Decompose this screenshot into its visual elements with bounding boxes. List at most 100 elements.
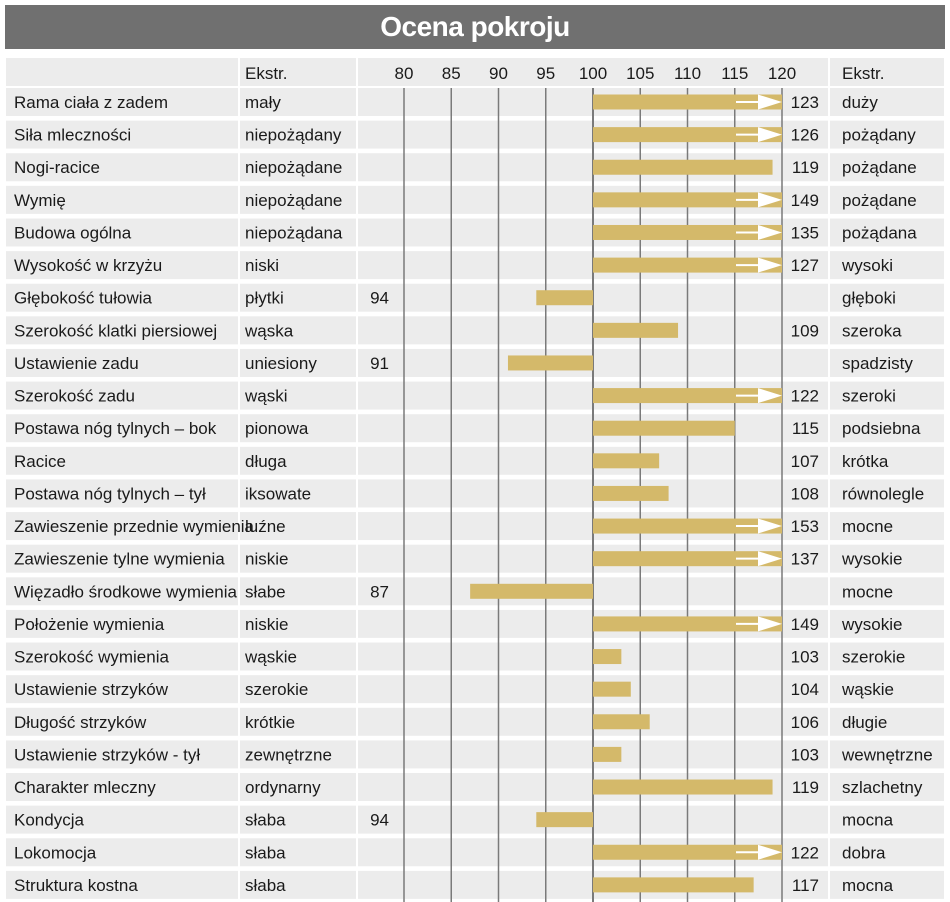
row-cell	[240, 577, 356, 606]
high-extreme-label: wewnętrzne	[841, 745, 933, 764]
bar	[536, 290, 593, 306]
row-cell	[830, 479, 944, 508]
value-label: 91	[370, 354, 389, 373]
row-cell	[6, 88, 238, 116]
low-extreme-label: niepożądane	[245, 158, 342, 177]
high-extreme-label: mocne	[842, 582, 893, 601]
row-cell	[240, 609, 356, 638]
row-background	[6, 773, 944, 802]
overflow-arrow-icon	[758, 844, 782, 860]
value-label: 115	[792, 419, 819, 438]
bar	[507, 355, 593, 371]
high-extreme-label: pożądane	[842, 158, 917, 177]
row-cell	[240, 381, 356, 410]
row-cell	[240, 870, 356, 899]
value-label: 103	[791, 648, 819, 667]
bar	[593, 192, 782, 208]
high-extreme-label: duży	[842, 93, 878, 112]
row-cell	[830, 544, 944, 573]
bar	[593, 224, 782, 240]
value-label: 149	[791, 191, 819, 210]
value-label: 104	[791, 680, 819, 699]
low-extreme-label: zewnętrzne	[245, 745, 332, 764]
value-label: 137	[791, 550, 819, 569]
row-cell	[240, 544, 356, 573]
row-cell	[830, 870, 944, 899]
low-extreme-label: uniesiony	[245, 354, 317, 373]
overflow-arrow-icon	[758, 551, 782, 567]
low-extreme-label: szerokie	[245, 680, 308, 699]
high-extreme-label: pożądane	[842, 191, 917, 210]
bar	[593, 322, 679, 338]
value-label: 126	[791, 126, 819, 145]
value-label: 108	[791, 484, 819, 503]
row-cell	[240, 805, 356, 834]
bar	[593, 551, 782, 567]
high-extreme-label: długie	[842, 713, 887, 732]
high-extreme-label: krótka	[842, 452, 889, 471]
row-cell	[240, 348, 356, 377]
row-cell	[6, 544, 238, 573]
value-label: 87	[370, 582, 389, 601]
row-cell	[6, 251, 238, 280]
row-cell	[6, 577, 238, 606]
row-cell	[6, 609, 238, 638]
row-background	[6, 348, 944, 377]
row-cell	[240, 251, 356, 280]
row-cell	[6, 773, 238, 802]
low-extreme-label: słaba	[245, 811, 286, 830]
row-cell	[830, 512, 944, 541]
overflow-arrow-icon	[758, 616, 782, 632]
high-extreme-label: szeroka	[842, 321, 902, 340]
high-extreme-label: szlachetny	[842, 778, 923, 797]
bar	[593, 714, 650, 730]
high-extreme-label: wąskie	[841, 680, 894, 699]
trait-label: Ustawienie strzyków - tył	[14, 745, 200, 764]
trait-label: Wysokość w krzyżu	[14, 256, 162, 275]
tick-label: 110	[674, 64, 701, 83]
high-extreme-label: pożądany	[842, 126, 916, 145]
trait-label: Lokomocja	[14, 843, 97, 862]
row-cell	[240, 120, 356, 149]
trait-label: Siła mleczności	[14, 126, 131, 145]
trait-label: Więzadło środkowe wymienia	[14, 582, 238, 601]
value-label: 123	[791, 93, 819, 112]
value-label: 117	[792, 876, 819, 895]
bar	[593, 681, 631, 697]
low-extreme-label: iksowate	[245, 484, 311, 503]
row-cell	[830, 120, 944, 149]
row-cell	[240, 479, 356, 508]
high-extreme-label: mocna	[842, 876, 894, 895]
row-cell	[6, 381, 238, 410]
row-cell	[240, 283, 356, 312]
tick-label: 120	[768, 64, 796, 83]
row-cell	[830, 316, 944, 345]
bar	[593, 388, 782, 404]
row-cell	[6, 707, 238, 736]
value-label: 149	[791, 615, 819, 634]
trait-label: Szerokość zadu	[14, 387, 135, 406]
low-extreme-label: krótkie	[245, 713, 295, 732]
row-cell	[830, 251, 944, 280]
tick-label: 105	[626, 64, 654, 83]
trait-label: Racice	[14, 452, 66, 471]
row-cell	[240, 185, 356, 214]
header-right-extreme: Ekstr.	[842, 64, 885, 83]
bar	[593, 649, 622, 665]
row-cell	[830, 642, 944, 671]
row-background	[6, 805, 944, 834]
row-cell	[6, 479, 238, 508]
trait-label: Ustawienie zadu	[14, 354, 139, 373]
high-extreme-label: wysokie	[841, 615, 902, 634]
row-cell	[830, 805, 944, 834]
value-label: 94	[370, 289, 389, 308]
trait-label: Głębokość tułowia	[14, 289, 153, 308]
high-extreme-label: równolegle	[842, 484, 924, 503]
low-extreme-label: luźne	[245, 517, 286, 536]
row-cell	[830, 675, 944, 704]
row-cell	[6, 642, 238, 671]
row-cell	[240, 414, 356, 443]
row-cell	[830, 283, 944, 312]
row-cell	[6, 153, 238, 182]
